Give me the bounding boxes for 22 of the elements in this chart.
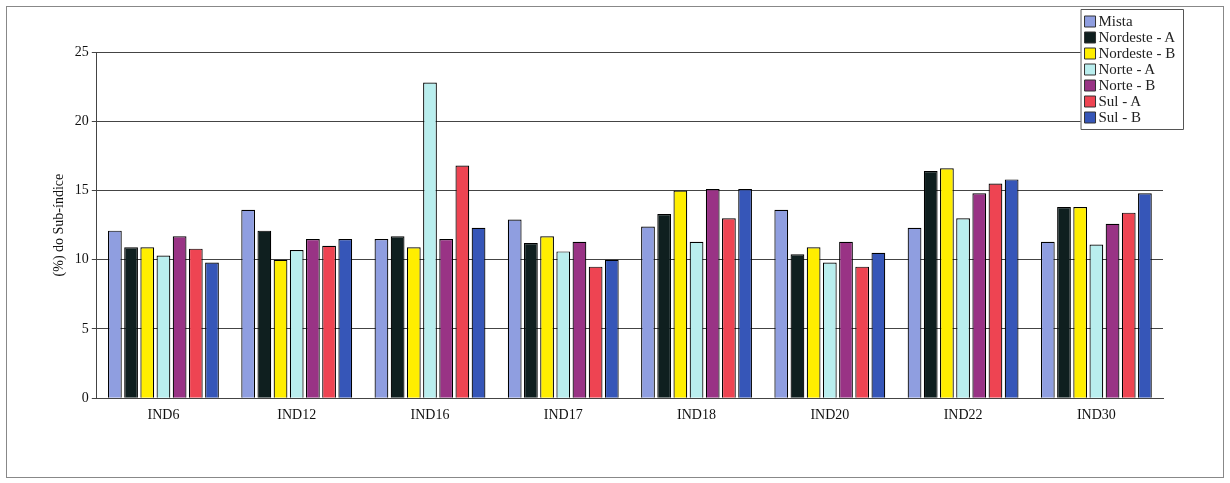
- y-tick-label: 15: [74, 182, 89, 198]
- legend-label: Nordeste - A: [1098, 28, 1176, 45]
- x-tick-label: IND20: [810, 407, 850, 423]
- x-tick-label: IND30: [1076, 407, 1116, 423]
- y-axis-title: (%) do Sub-índice: [51, 173, 68, 277]
- legend-label: Sul - B: [1098, 108, 1142, 125]
- x-tick-label: IND22: [943, 407, 983, 423]
- y-tick-label: 10: [74, 251, 89, 267]
- x-tick-label: IND18: [677, 407, 716, 423]
- y-tick-label: 5: [81, 320, 89, 336]
- y-tick-label: 25: [74, 43, 89, 59]
- x-tick-label: IND17: [543, 407, 583, 423]
- legend-label: Nordeste - B: [1098, 44, 1176, 61]
- y-tick-label: 0: [81, 389, 89, 405]
- x-tick-label: IND12: [277, 407, 317, 423]
- legend-label: Norte - A: [1098, 60, 1156, 77]
- x-tick-label: IND16: [410, 407, 450, 423]
- legend-label: Norte - B: [1098, 76, 1156, 93]
- legend-label: Mista: [1098, 12, 1134, 29]
- y-tick-label: 20: [74, 112, 89, 128]
- legend-label: Sul - A: [1098, 92, 1142, 109]
- x-tick-label: IND6: [147, 407, 180, 423]
